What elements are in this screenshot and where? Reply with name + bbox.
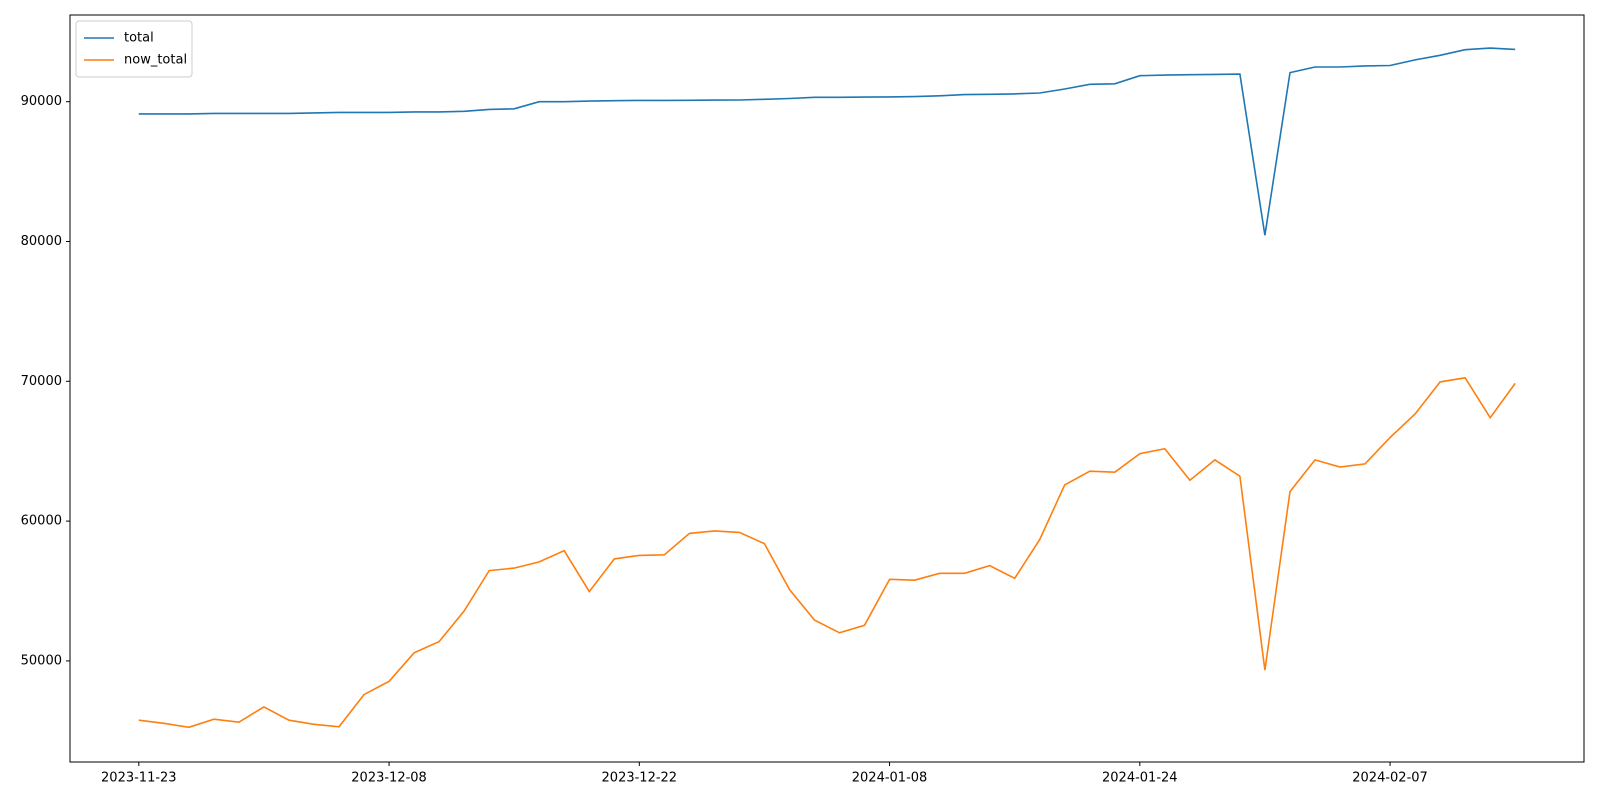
x-tick-label: 2024-02-07 bbox=[1352, 771, 1428, 786]
x-tick-label: 2024-01-24 bbox=[1102, 771, 1178, 786]
plot-area bbox=[69, 14, 1585, 763]
y-tick-label: 70000 bbox=[21, 374, 62, 389]
legend-box bbox=[75, 20, 193, 78]
y-tick-label: 80000 bbox=[21, 234, 62, 249]
series-line bbox=[138, 376, 1516, 729]
x-tick-label: 2023-12-22 bbox=[602, 771, 678, 786]
legend: total now_total bbox=[75, 20, 193, 78]
x-tick-label: 2024-01-08 bbox=[852, 771, 928, 786]
y-tick-label: 90000 bbox=[21, 94, 62, 109]
x-tick-label: 2023-12-08 bbox=[351, 771, 427, 786]
y-tick-label: 50000 bbox=[21, 653, 62, 668]
legend-label: total bbox=[124, 31, 154, 46]
y-tick-label: 60000 bbox=[21, 514, 62, 529]
legend-label: now_total bbox=[124, 53, 187, 68]
x-tick-label: 2023-11-23 bbox=[101, 771, 177, 786]
series-line bbox=[138, 47, 1516, 236]
